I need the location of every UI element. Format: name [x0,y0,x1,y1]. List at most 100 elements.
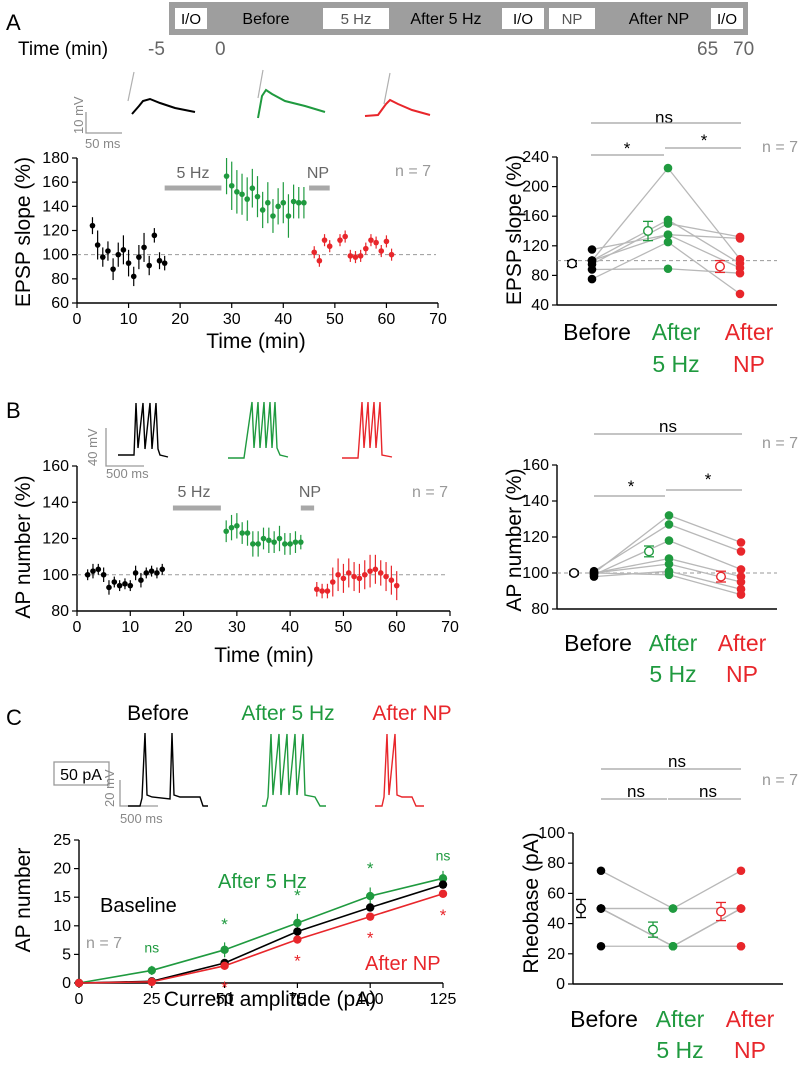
timeline-seg-io1: I/O [181,11,201,28]
timeline-io-box [175,8,207,29]
data-point [228,182,235,189]
mean-marker [716,906,727,917]
data-point [668,904,678,913]
data-point [596,866,606,876]
legend-after5hz: After 5 Hz [218,871,307,893]
rheobase-trace-after5hz [262,733,326,807]
data-point [366,912,375,921]
data-point [141,244,147,251]
trace-artifact [257,69,264,99]
category-after5hz-line2: 5 Hz [656,1037,703,1063]
data-point [438,880,448,889]
data-point [89,222,96,229]
x-axis-label: Time (min) [206,330,306,353]
mean-marker [644,546,655,557]
x-tick-label: 50 [216,991,234,1008]
data-point [84,571,91,578]
data-point [234,523,240,529]
data-point [393,582,400,589]
data-point [220,945,229,955]
y-axis-label: AP number (%) [12,475,35,618]
timeline-time-label: Time (min) [18,39,108,60]
data-point [156,257,163,264]
mean-marker [567,258,578,269]
data-point [736,866,746,876]
data-point [265,199,271,206]
data-point [324,588,331,594]
y-tick-label: 80 [547,855,565,872]
x-tick-label: 25 [143,991,161,1008]
data-point [110,266,116,272]
n-label: n = 7 [86,935,122,952]
rheobase-trace-before [128,732,208,807]
data-point [151,232,158,239]
mean-marker [716,571,727,582]
data-point [340,575,347,582]
data-point [143,570,150,576]
chart-ap-summary: AP number (%) ns * * n = 7 Before After … [503,417,798,687]
x-axis-label: Current amplitude (pA) [164,988,376,1011]
scale-bar-voltage-label: 40 mV [85,428,100,466]
sig-ns: ns [668,752,686,771]
data-point [293,927,302,936]
significance-mark: * [440,906,447,925]
y-tick-label: 100 [42,567,69,584]
data-point [295,199,302,206]
n-label: n = 7 [412,484,448,501]
scale-bar-time-label: 500 ms [120,811,163,826]
y-tick-label: 160 [522,457,549,474]
y-tick-label: 140 [42,494,69,511]
data-point [337,237,343,243]
category-after5hz-line1: After [652,319,701,345]
protocol-timeline: I/O Before 5 Hz After 5 Hz I/O NP After … [18,2,754,60]
epsp-trace-before [131,97,196,115]
x-tick-label: 40 [281,619,299,636]
data-point [115,251,122,258]
data-point [438,874,448,883]
data-point [293,918,302,928]
data-point [342,233,348,240]
data-point [735,232,745,242]
trace-label-after5hz: After 5 Hz [241,702,334,725]
y-tick-label: 25 [53,832,71,849]
data-point [95,566,102,573]
mean-marker [648,924,659,935]
timeline-5hz-box [323,8,389,29]
x-tick-label: 100 [357,991,384,1008]
x-tick-label: 30 [228,619,246,636]
x-tick-label: 10 [120,311,138,328]
data-point [367,568,373,574]
panel-label-c: C [6,705,22,730]
data-point [663,264,673,274]
category-after5hz-line1: After [649,630,698,656]
category-afternp-line2: NP [733,351,765,377]
y-tick-label: 160 [522,208,549,225]
data-point [250,541,256,547]
sig-star: * [624,139,631,158]
y-tick-label: 140 [522,493,549,510]
significance-mark: * [221,978,228,997]
category-after5hz-line1: After [656,1006,705,1032]
timeline-seg-5hz: 5 Hz [341,11,372,28]
data-point [271,539,277,545]
epsp-trace-after5hz [257,88,326,119]
y-tick-label: 120 [42,223,69,240]
y-tick-label: 120 [522,238,549,255]
x-tick-label: 0 [75,991,84,1008]
category-after5hz-line2: 5 Hz [649,661,696,687]
data-point [249,185,256,192]
scale-bar-time-label: 500 ms [106,466,149,481]
scale-bar-voltage-label: 20 mV [102,769,117,807]
timeline-seg-afternp: After NP [629,11,689,28]
data-point [244,196,250,202]
panel-label-a: A [6,10,21,35]
chart-ap-current: AP number Current amplitude (pA) Baselin… [12,832,456,1011]
data-point [298,539,304,545]
data-point [736,590,746,599]
trace-label-afternp: After NP [372,702,451,725]
bar-label-5hz: 5 Hz [178,484,211,501]
legend-baseline: Baseline [100,895,177,917]
n-label: n = 7 [762,772,798,789]
data-point [276,535,283,542]
category-afternp-line1: After [725,319,774,345]
